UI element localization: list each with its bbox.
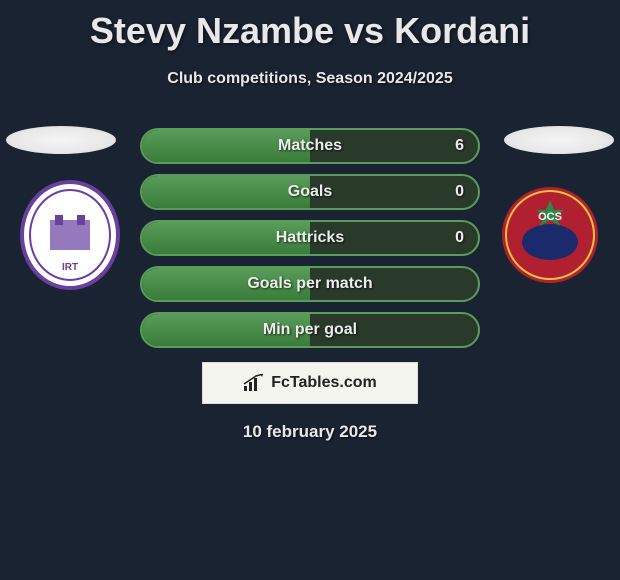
stat-label: Min per goal <box>263 321 357 339</box>
stat-fill <box>142 176 310 208</box>
player-shadow-left <box>6 126 116 154</box>
date-text: 10 february 2025 <box>0 422 620 442</box>
svg-text:IRT: IRT <box>62 262 78 273</box>
stat-value: 0 <box>455 229 464 247</box>
fctables-logo: FcTables.com <box>202 362 418 404</box>
svg-text:OCS: OCS <box>538 211 562 223</box>
stat-row-goals: Goals 0 <box>140 174 480 210</box>
stat-row-min-per-goal: Min per goal <box>140 312 480 348</box>
stat-row-hattricks: Hattricks 0 <box>140 220 480 256</box>
player-shadow-right <box>504 126 614 154</box>
stat-label: Matches <box>278 137 342 155</box>
stat-row-goals-per-match: Goals per match <box>140 266 480 302</box>
stat-label: Goals <box>288 183 332 201</box>
club-badge-right: OCS <box>500 180 600 290</box>
stat-row-matches: Matches 6 <box>140 128 480 164</box>
stat-value: 6 <box>455 137 464 155</box>
stat-value: 0 <box>455 183 464 201</box>
page-title: Stevy Nzambe vs Kordani <box>0 0 620 52</box>
stats-container: Matches 6 Goals 0 Hattricks 0 Goals per … <box>140 128 480 348</box>
subtitle: Club competitions, Season 2024/2025 <box>0 70 620 88</box>
chart-icon <box>243 374 265 392</box>
club-badge-left: IRT <box>20 180 120 290</box>
logo-text: FcTables.com <box>271 374 377 392</box>
stat-label: Goals per match <box>247 275 372 293</box>
stat-label: Hattricks <box>276 229 344 247</box>
